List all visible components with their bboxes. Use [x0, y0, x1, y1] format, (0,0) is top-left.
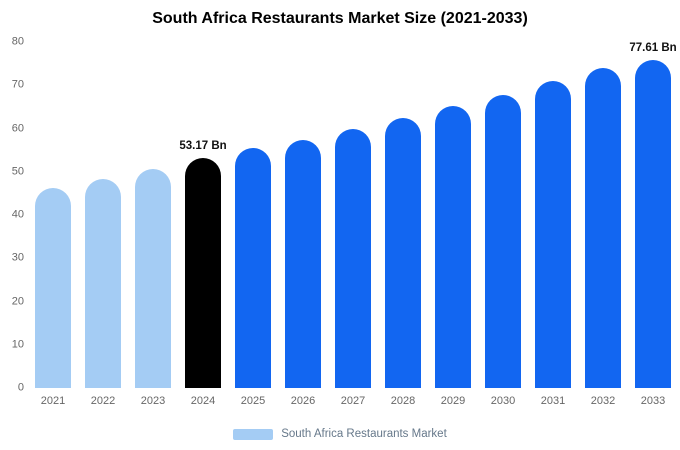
bar-column: 2032 — [578, 42, 628, 408]
bar-wrap — [378, 42, 428, 388]
bar-column: 77.61 Bn 2033 — [628, 42, 678, 408]
x-tick-label: 2024 — [190, 395, 216, 407]
legend-label: South Africa Restaurants Market — [281, 428, 447, 440]
x-tick-label: 2021 — [40, 395, 66, 407]
bar-column: 2021 — [28, 42, 78, 408]
y-tick-label: 40 — [11, 208, 24, 221]
bars-row: 2021 2022 2023 53.17 Bn 2024 2025 2026 2027 2028… — [28, 42, 678, 408]
bar-2031 — [535, 81, 571, 388]
x-tick-label: 2032 — [590, 395, 616, 407]
bar-2032 — [585, 68, 621, 388]
x-tick-label: 2025 — [240, 395, 266, 407]
bar-2022 — [85, 179, 121, 388]
bar-column: 2027 — [328, 42, 378, 408]
y-tick-label: 0 — [17, 381, 24, 394]
x-tick-label: 2026 — [290, 395, 316, 407]
legend-swatch — [233, 428, 274, 440]
bar-wrap — [78, 42, 128, 388]
bar-wrap — [128, 42, 178, 388]
bar-2023 — [135, 169, 171, 388]
x-tick-label: 2027 — [340, 395, 366, 407]
y-tick-label: 10 — [11, 338, 24, 351]
bar-wrap — [328, 42, 378, 388]
bar-wrap — [478, 42, 528, 388]
y-tick-label: 70 — [11, 78, 24, 91]
x-tick-label: 2022 — [90, 395, 116, 407]
legend: South Africa Restaurants Market — [0, 428, 680, 440]
bar-2033 — [635, 60, 671, 388]
bar-2024 — [185, 158, 221, 388]
bar-column: 53.17 Bn 2024 — [178, 42, 228, 408]
bar-wrap — [228, 42, 278, 388]
bar-2025 — [235, 148, 271, 388]
bar-2029 — [435, 106, 471, 388]
x-tick-label: 2028 — [390, 395, 416, 407]
bar-2021 — [35, 188, 71, 388]
x-tick-label: 2029 — [440, 395, 466, 407]
bar-2027 — [335, 128, 371, 388]
bar-column: 2030 — [478, 42, 528, 408]
bar-wrap: 53.17 Bn — [178, 42, 228, 388]
bar-column: 2023 — [128, 42, 178, 408]
x-tick-label: 2023 — [140, 395, 166, 407]
x-tick-label: 2031 — [540, 395, 566, 407]
bar-2026 — [285, 139, 321, 388]
bar-wrap — [28, 42, 78, 388]
y-tick-label: 20 — [11, 295, 24, 307]
bar-value-label: 53.17 Bn — [179, 140, 227, 153]
bar-2028 — [385, 118, 421, 388]
y-axis: 0 10 20 30 40 50 60 70 80 — [0, 36, 24, 393]
bar-wrap — [528, 42, 578, 388]
bar-column: 2025 — [228, 42, 278, 408]
bar-column: 2029 — [428, 42, 478, 408]
bar-wrap — [428, 42, 478, 388]
x-tick-label: 2033 — [640, 395, 666, 407]
y-tick-label: 80 — [11, 35, 24, 48]
chart-title: South Africa Restaurants Market Size (20… — [152, 10, 528, 27]
y-tick-label: 30 — [11, 251, 24, 264]
bar-wrap — [578, 42, 628, 388]
bar-column: 2022 — [78, 42, 128, 408]
bar-wrap: 77.61 Bn — [628, 42, 678, 388]
bar-column: 2028 — [378, 42, 428, 408]
bar-column: 2031 — [528, 42, 578, 408]
bar-column: 2026 — [278, 42, 328, 408]
y-tick-label: 60 — [11, 122, 24, 134]
bar-2030 — [485, 94, 521, 388]
x-tick-label: 2030 — [490, 395, 516, 407]
y-tick-label: 50 — [11, 165, 24, 178]
plot-area: 0 10 20 30 40 50 60 70 80 2021 2022 2023 53.17 Bn 20… — [0, 36, 680, 408]
bar-value-label: 77.61 Bn — [629, 42, 677, 54]
bar-wrap — [278, 42, 328, 388]
